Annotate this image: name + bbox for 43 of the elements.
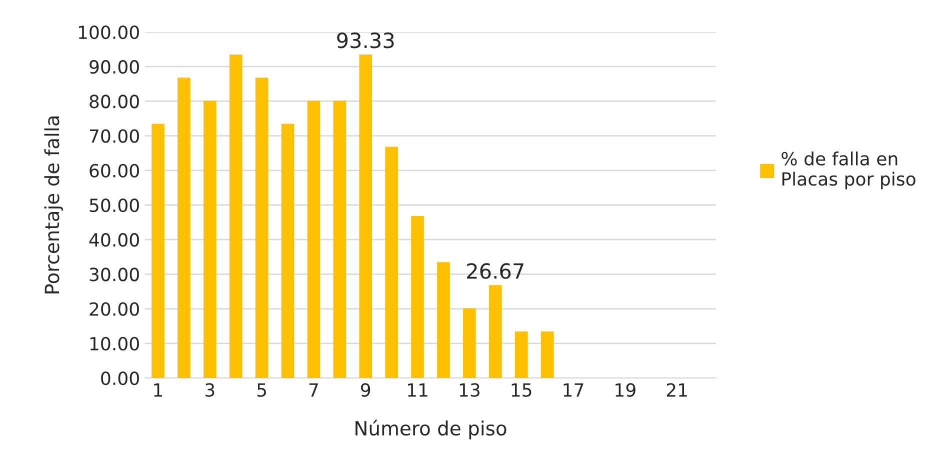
data-label: 93.33 bbox=[337, 32, 394, 48]
bar bbox=[307, 100, 320, 378]
bar bbox=[203, 100, 216, 378]
bar bbox=[385, 146, 398, 378]
x-tick-label: 15 bbox=[512, 383, 532, 397]
x-tick-label: 9 bbox=[361, 383, 370, 397]
y-tick-label: 40.00 bbox=[89, 233, 139, 247]
bar bbox=[178, 78, 190, 378]
bar bbox=[463, 308, 476, 378]
bar bbox=[255, 78, 268, 378]
bar bbox=[411, 216, 424, 378]
y-tick-label: 100.00 bbox=[78, 25, 139, 40]
bar bbox=[359, 54, 372, 378]
x-tick-label: 5 bbox=[257, 383, 266, 397]
x-tick-label: 21 bbox=[666, 383, 687, 397]
y-tick-label: 0.00 bbox=[101, 371, 139, 386]
y-tick-label: 90.00 bbox=[90, 60, 139, 74]
bar bbox=[281, 124, 294, 378]
bar bbox=[488, 285, 502, 378]
y-axis-title: Porcentaje de falla bbox=[44, 116, 64, 294]
data-label: 26.67 bbox=[467, 263, 524, 279]
x-tick-label: 19 bbox=[616, 383, 636, 397]
y-tick-label: 60.00 bbox=[90, 164, 139, 178]
bar bbox=[437, 262, 450, 378]
bar bbox=[229, 54, 242, 378]
y-tick-label: 10.00 bbox=[90, 336, 139, 351]
bar bbox=[152, 124, 164, 378]
y-tick-label: 20.00 bbox=[90, 302, 139, 316]
legend-label: % de falla en Placas por piso bbox=[782, 152, 916, 190]
bar bbox=[333, 100, 346, 378]
bar bbox=[540, 331, 554, 378]
bar bbox=[514, 331, 528, 378]
x-tick-label: 1 bbox=[154, 383, 162, 397]
x-tick-label: 11 bbox=[408, 383, 428, 397]
y-tick-label: 30.00 bbox=[90, 268, 139, 282]
x-tick-label: 3 bbox=[206, 383, 214, 397]
y-tick-label: 80.00 bbox=[90, 94, 139, 108]
x-tick-label: 7 bbox=[309, 383, 318, 397]
x-axis-title: Número de piso bbox=[356, 420, 506, 440]
x-tick-label: 13 bbox=[460, 383, 480, 397]
y-tick-label: 50.00 bbox=[90, 198, 139, 212]
y-tick-label: 70.00 bbox=[90, 129, 139, 143]
x-tick-label: 17 bbox=[564, 383, 584, 397]
